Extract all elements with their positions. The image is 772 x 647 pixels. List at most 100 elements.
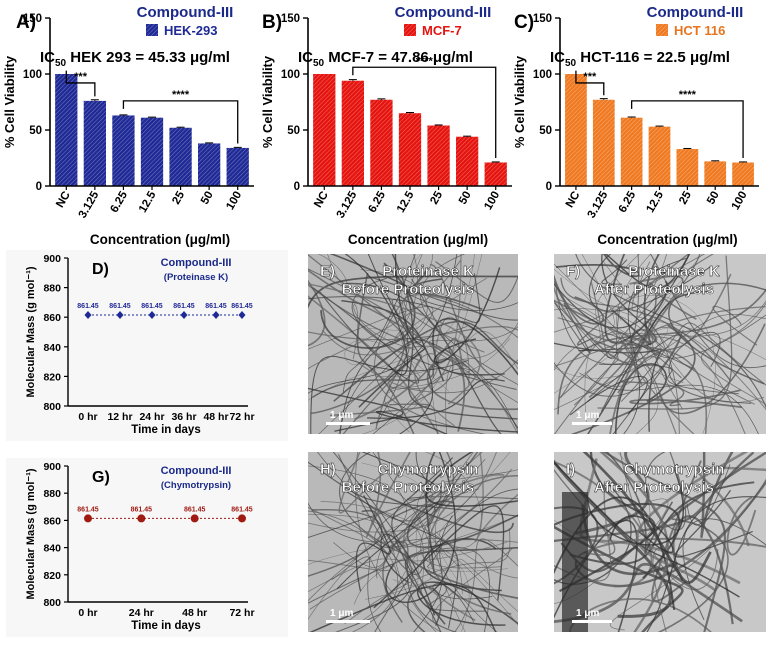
fiber	[399, 285, 518, 311]
fiber	[375, 331, 518, 377]
fiber	[554, 460, 653, 588]
bar	[169, 127, 192, 186]
bar	[112, 115, 135, 186]
bar	[370, 99, 393, 186]
fiber	[557, 317, 696, 371]
fiber	[602, 452, 727, 632]
fiber	[343, 254, 416, 393]
x-tick-label: 72 hr	[229, 411, 254, 423]
micrograph-image	[554, 254, 766, 434]
y-tick-label: 50	[539, 125, 552, 137]
y-axis-label: % Cell Viability	[2, 55, 17, 148]
panel-label: G)	[92, 469, 110, 486]
micrograph-title-line2: Before Proteolysis	[342, 281, 475, 298]
bar	[565, 74, 587, 186]
panel-label: C)	[514, 12, 534, 33]
bar	[398, 113, 422, 186]
fiber	[406, 481, 518, 501]
fiber	[361, 509, 518, 599]
x-tick-label: 100	[730, 190, 750, 213]
chart-subtitle: (Chymotrypsin)	[161, 480, 231, 491]
fiber	[390, 458, 518, 552]
bar	[620, 117, 643, 186]
ic50-text: IC50 HCT-116 = 22.5 μg/ml	[550, 49, 730, 69]
x-axis-label: Time in days	[131, 424, 200, 436]
fiber	[577, 537, 766, 557]
micrograph-image	[554, 452, 766, 632]
fiber	[308, 502, 443, 568]
bar	[140, 117, 164, 186]
y-tick-label: 900	[43, 253, 61, 265]
bar	[83, 100, 106, 186]
fiber	[332, 452, 413, 632]
fiber	[420, 254, 518, 385]
y-tick-label: 0	[294, 181, 300, 193]
chart-title: Compound-III	[161, 465, 232, 477]
legend-label: HEK-293	[164, 23, 217, 38]
x-axis-label: Concentration (μg/ml)	[597, 232, 737, 247]
fiber	[554, 329, 684, 397]
x-tick-label: 6.25	[366, 189, 388, 215]
fiber	[642, 314, 766, 359]
fiber	[308, 541, 507, 593]
panel-label: F)	[566, 263, 580, 280]
fiber	[554, 300, 766, 372]
micrograph-image	[308, 452, 518, 632]
x-tick-label: 25	[428, 189, 445, 207]
x-tick-label: 24 hr	[129, 607, 154, 619]
fiber	[382, 452, 455, 623]
x-tick-label: 24 hr	[139, 411, 164, 423]
fiber	[374, 488, 518, 632]
y-tick-label: 860	[43, 515, 61, 527]
chart-title: Compound-III	[161, 257, 232, 269]
x-tick-label: 25	[677, 189, 694, 207]
fiber	[554, 336, 746, 434]
bar	[592, 99, 615, 186]
fiber	[420, 452, 501, 569]
micrograph-title-line1: Proteinase K	[628, 263, 720, 280]
significance-label: ***	[74, 71, 88, 83]
fiber	[354, 337, 465, 421]
point-label: 861.45	[231, 303, 253, 310]
scale-bar-label: 1 μm	[330, 608, 353, 619]
legend-swatch	[404, 24, 416, 36]
fiber	[310, 331, 406, 415]
chart-title: Compound-III	[395, 4, 492, 21]
fiber	[308, 452, 432, 539]
fiber	[554, 279, 635, 366]
fiber	[672, 515, 734, 625]
x-axis-label: Concentration (μg/ml)	[90, 232, 230, 247]
scale-bar	[326, 422, 370, 425]
fiber	[351, 277, 517, 390]
fiber	[557, 288, 766, 415]
micrograph-image	[308, 254, 518, 434]
fiber	[616, 254, 684, 383]
data-point	[180, 311, 188, 320]
scale-bar	[572, 620, 612, 623]
data-point	[190, 514, 199, 523]
significance-label: ****	[172, 89, 190, 101]
y-axis-label: Molecular Mass (g mol⁻¹)	[25, 266, 37, 397]
x-tick-label: 0 hr	[78, 411, 97, 423]
panel-label: D)	[92, 261, 109, 278]
fiber	[604, 254, 690, 289]
fiber	[627, 254, 682, 379]
fiber	[391, 457, 454, 632]
fiber	[435, 261, 518, 303]
panel-background	[6, 458, 288, 637]
x-tick-label: 50	[705, 190, 722, 207]
panel-label: A)	[16, 12, 36, 33]
panel-label: E)	[320, 263, 335, 280]
y-tick-label: 150	[281, 13, 300, 25]
fiber	[354, 254, 462, 390]
fiber	[407, 586, 442, 632]
panel-label: B)	[262, 12, 282, 33]
y-tick-label: 100	[281, 69, 300, 81]
fiber	[352, 304, 415, 360]
fiber	[700, 452, 734, 538]
y-tick-label: 800	[43, 597, 61, 609]
bar-chart-0: A) Compound-III HEK-293 IC50 HEK 293 = 45.3…	[2, 4, 254, 247]
